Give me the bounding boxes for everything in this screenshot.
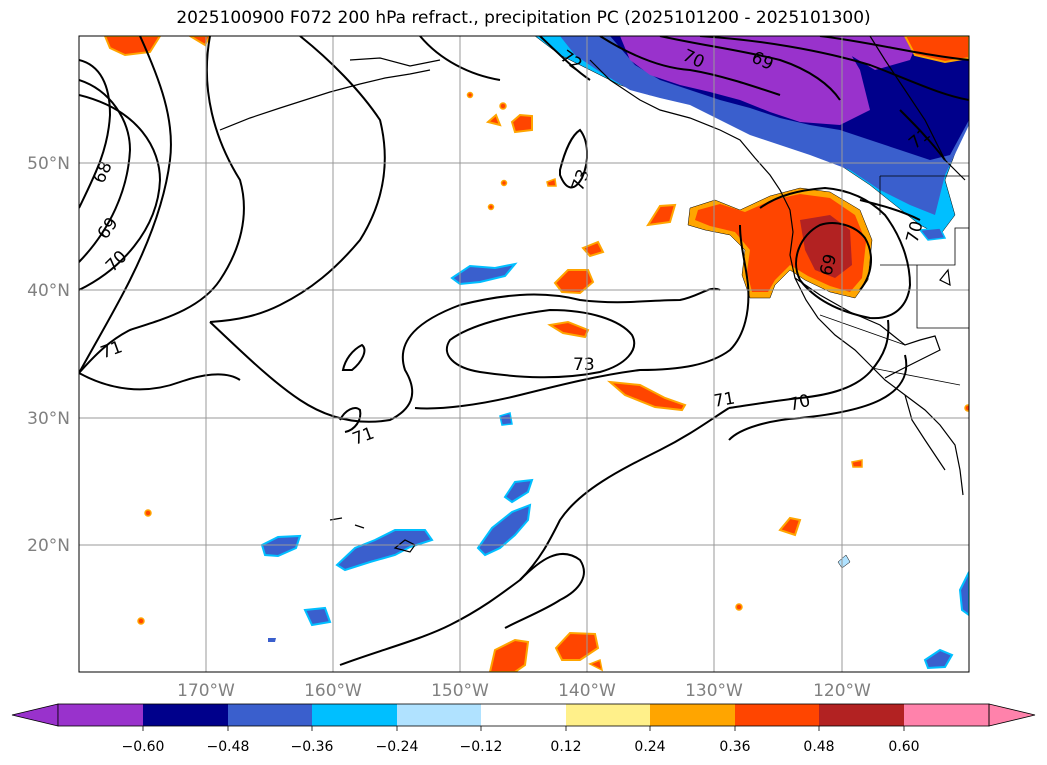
positive-anomaly-region <box>103 36 969 672</box>
lat-label-30n: 30°N <box>27 409 70 429</box>
colorbar-tick-labels: −0.60 −0.48 −0.36 −0.24 −0.12 0.12 0.24 … <box>122 739 920 755</box>
lon-label-120w: 120°W <box>813 681 871 701</box>
gridlines <box>79 36 969 672</box>
colorbar-frame <box>57 703 990 727</box>
colorbar-bin <box>481 704 566 726</box>
lon-label-130w: 130°W <box>685 681 743 701</box>
lon-label-140w: 140°W <box>558 681 616 701</box>
contour-label: 73 <box>573 355 595 375</box>
colorbar-max-extend <box>988 703 1036 727</box>
colorbar-bin <box>566 704 650 726</box>
colorbar-ticks <box>142 726 905 731</box>
colorbar-tick-label: −0.60 <box>122 739 165 755</box>
political-borders <box>819 175 969 386</box>
colorbar-tick-label: −0.24 <box>376 739 419 755</box>
colorbar-bin <box>143 704 228 726</box>
longitude-labels: 170°W 160°W 150°W 140°W 130°W 120°W <box>177 681 871 701</box>
refractivity-contours <box>79 36 969 666</box>
lat-label-50n: 50°N <box>27 154 70 174</box>
colorbar-tick-label: −0.48 <box>207 739 250 755</box>
colorbar-tick-label: −0.12 <box>460 739 503 755</box>
colorbar-min-extend <box>11 703 59 727</box>
map-title: 2025100900 F072 200 hPa refract., precip… <box>176 8 871 28</box>
colorbar-bin <box>228 704 312 726</box>
latitude-labels: 50°N 40°N 30°N 20°N <box>27 154 70 556</box>
colorbar-tick-label: 0.60 <box>888 739 919 755</box>
colorbar-tick-label: −0.36 <box>291 739 334 755</box>
colorbar-tick-label: 0.48 <box>803 739 834 755</box>
contour-label: 71 <box>712 388 737 411</box>
lon-label-170w: 170°W <box>177 681 235 701</box>
colorbar-bin <box>819 704 904 726</box>
lon-label-160w: 160°W <box>304 681 362 701</box>
colorbar-bin <box>650 704 735 726</box>
map-frame <box>78 35 970 673</box>
colorbar-bin <box>58 704 143 726</box>
map-plot-area: 68 69 70 71 71 71 73 73 71 70 72 70 69 7… <box>79 36 969 672</box>
colorbar-bin <box>397 704 481 726</box>
colorbar-tick-label: 0.36 <box>719 739 750 755</box>
negative-anomaly-region <box>260 36 969 670</box>
lat-label-20n: 20°N <box>27 536 70 556</box>
colorbar-bin <box>904 704 989 726</box>
colorbar: −0.60 −0.48 −0.36 −0.24 −0.12 0.12 0.24 … <box>11 703 1036 755</box>
lat-label-40n: 40°N <box>27 281 70 301</box>
coastlines <box>219 36 966 553</box>
colorbar-bin <box>312 704 397 726</box>
colorbar-bin <box>735 704 819 726</box>
lon-label-150w: 150°W <box>431 681 489 701</box>
colorbar-tick-label: 0.24 <box>634 739 665 755</box>
colorbar-tick-label: 0.12 <box>550 739 581 755</box>
